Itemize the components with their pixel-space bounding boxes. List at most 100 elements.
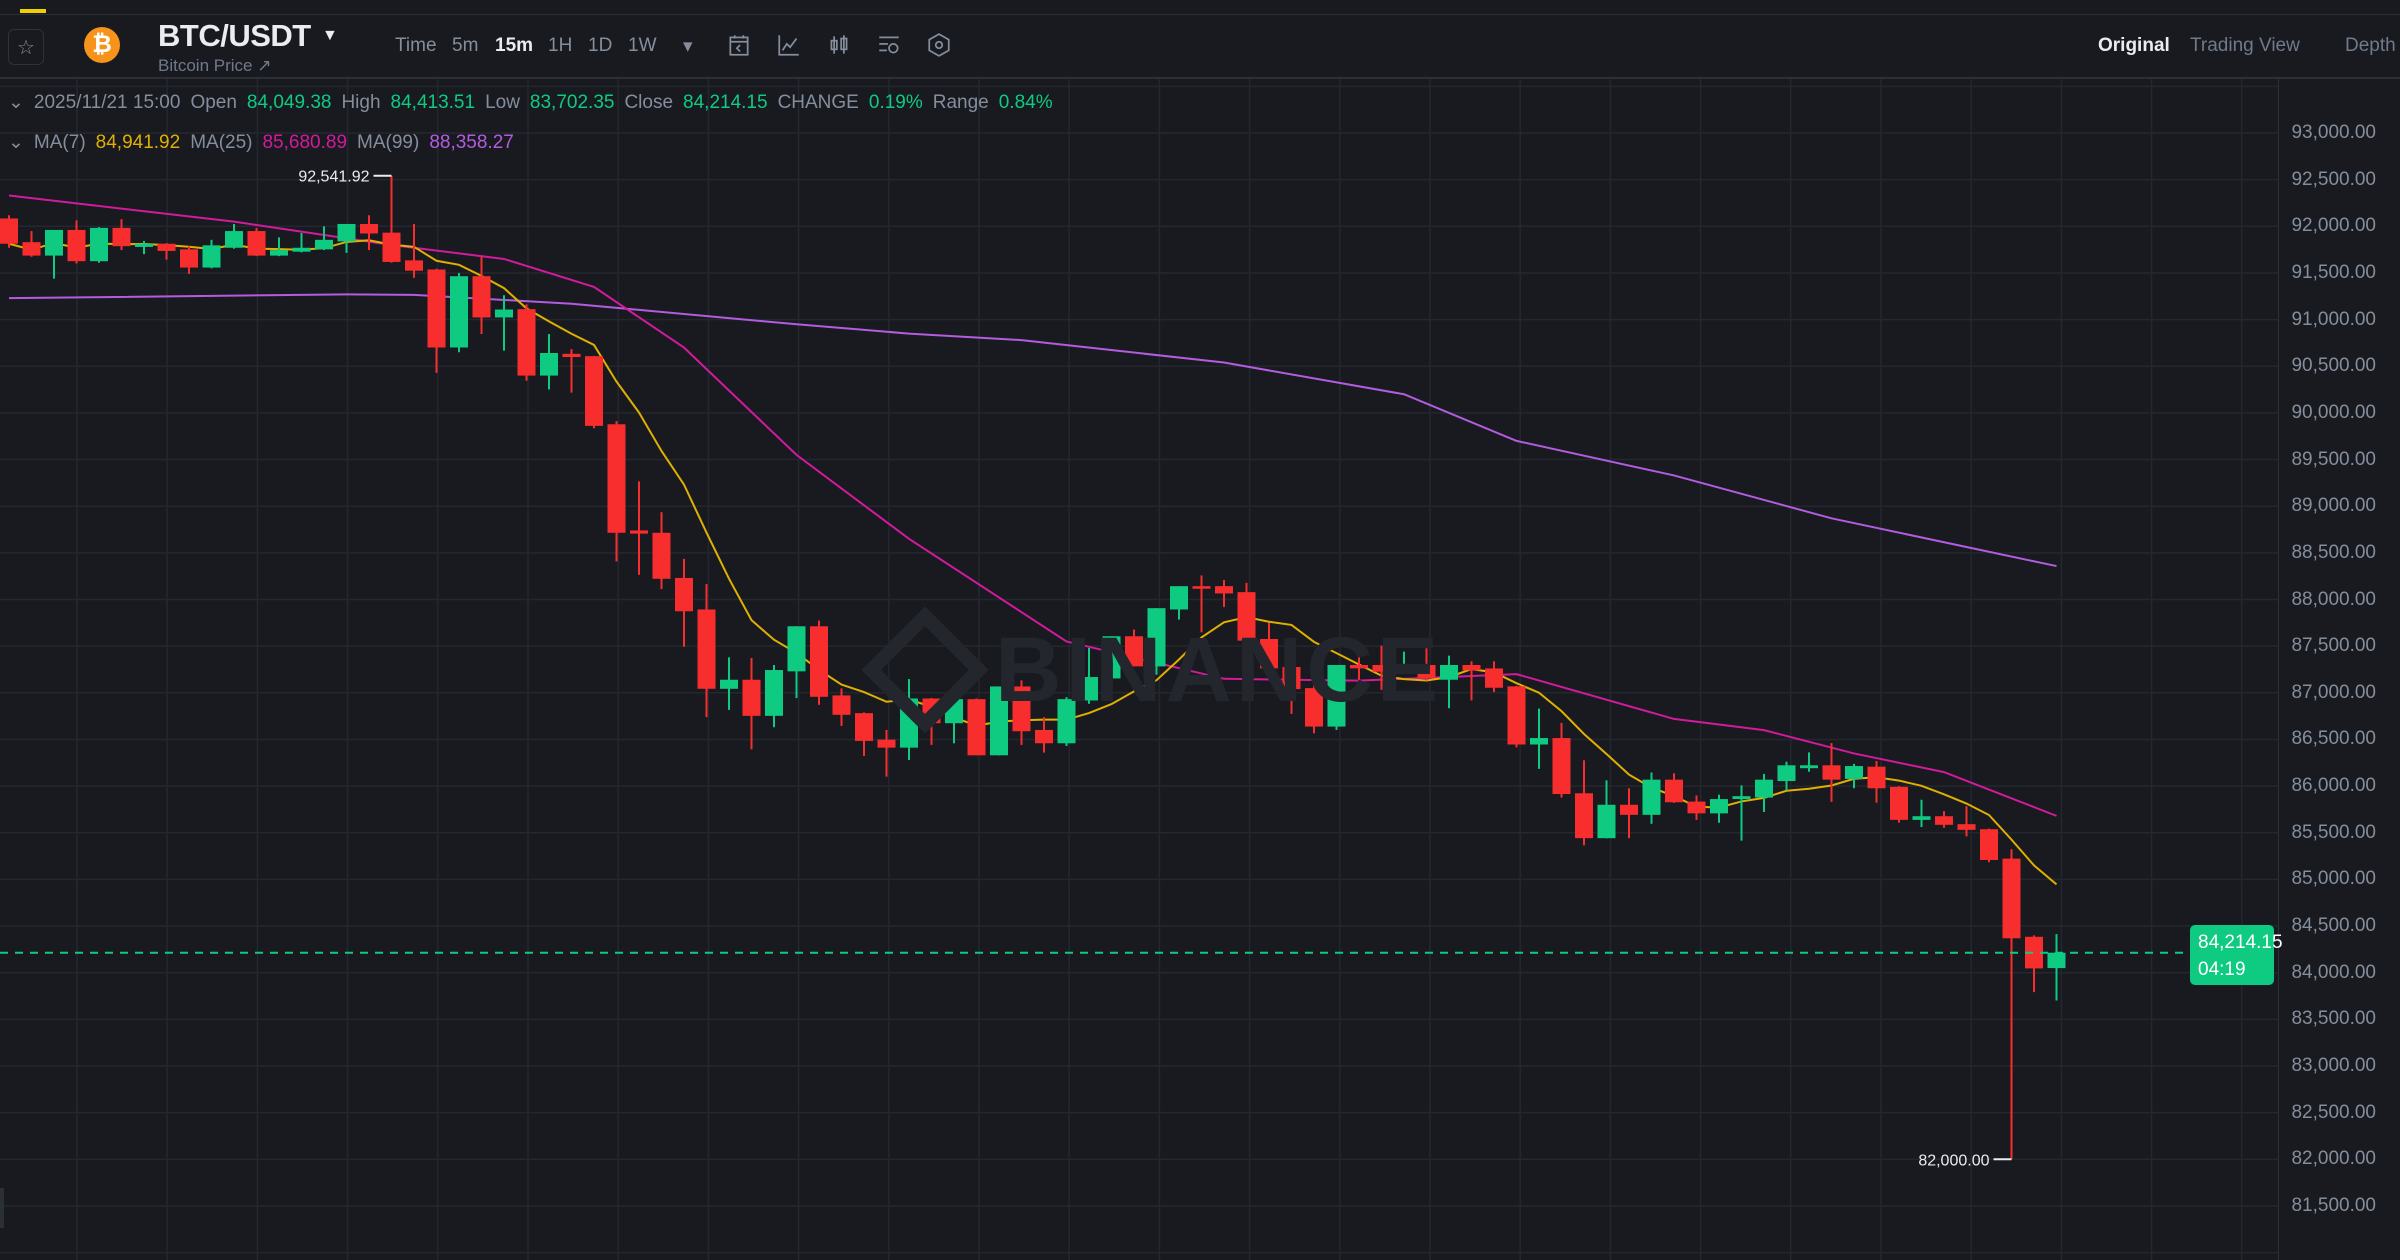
timeframe-5m[interactable]: 5m	[452, 35, 479, 56]
candle-down	[1192, 586, 1211, 589]
ma25-label: MA(25)	[190, 132, 253, 153]
price-axis-tick: 82,000.00	[2291, 1148, 2376, 1170]
candle-down	[810, 626, 828, 697]
candle-up	[1327, 664, 1346, 727]
candle-down	[1575, 793, 1593, 839]
candle-up	[1530, 738, 1548, 745]
candle-down	[1035, 729, 1053, 744]
candle-down	[1417, 664, 1436, 679]
ma7-label: MA(7)	[33, 132, 86, 153]
candle-up	[135, 243, 153, 247]
candle-down	[1935, 816, 1953, 825]
candle-down	[1372, 664, 1391, 672]
price-axis-tick: 88,500.00	[2291, 541, 2376, 563]
indicator-settings-icon[interactable]	[876, 32, 902, 58]
price-axis-tick: 91,500.00	[2291, 261, 2376, 283]
view-trading-view[interactable]: Trading View	[2190, 35, 2300, 56]
candle-up	[1440, 664, 1458, 680]
price-axis-tick: 87,000.00	[2291, 681, 2376, 703]
ma25-value: 85,680.89	[262, 132, 348, 153]
ma-info-bar: ⌄ MA(7) 84,941.92 MA(25) 85,680.89 MA(99) 88,3…	[8, 132, 524, 154]
price-axis-tick: 83,000.00	[2291, 1055, 2376, 1076]
candle-down	[967, 699, 986, 756]
price-axis-tick: 85,500.00	[2291, 821, 2376, 843]
low-value: 83,702.35	[529, 92, 615, 113]
scroll-handle[interactable]	[0, 1188, 4, 1228]
ohlc-collapse-icon[interactable]: ⌄	[8, 92, 24, 113]
candle-down	[1980, 829, 1998, 860]
settings-hex-icon[interactable]	[926, 32, 952, 58]
candle-up	[337, 223, 356, 242]
candle-up	[1597, 804, 1616, 839]
candle-up	[225, 231, 243, 248]
candle-down	[427, 269, 446, 348]
view-depth[interactable]: Depth	[2345, 35, 2396, 56]
timeframe-1d[interactable]: 1D	[588, 35, 613, 56]
candle-down	[877, 739, 896, 748]
price-axis-tick: 89,000.00	[2291, 495, 2376, 517]
candle-down	[1867, 766, 1886, 789]
candle-down	[1125, 636, 1143, 667]
candle-down	[742, 679, 761, 716]
view-original[interactable]: Original	[2098, 35, 2170, 56]
price-axis-tick: 87,500.00	[2291, 635, 2376, 657]
candle-up	[2047, 952, 2066, 969]
price-axis-tick: 84,500.00	[2291, 915, 2376, 937]
candle-up	[1642, 779, 1661, 815]
symbol-dropdown-caret-icon[interactable]: ▼	[322, 27, 338, 44]
candle-up	[495, 309, 513, 318]
candle-down	[1957, 824, 1976, 830]
candle-up	[1057, 699, 1076, 744]
timeframe-1h[interactable]: 1H	[548, 35, 573, 56]
candle-down	[247, 231, 266, 256]
candle-up	[1147, 608, 1166, 667]
candle-down	[517, 309, 536, 376]
line-chart-icon[interactable]	[776, 32, 802, 58]
candle-up	[315, 239, 333, 250]
change-label: CHANGE	[777, 92, 859, 113]
candle-down	[607, 424, 626, 533]
candle-down	[1260, 638, 1278, 669]
timeframe-15m[interactable]: 15m	[495, 35, 534, 56]
symbol-selector[interactable]: BTC/USDT	[158, 18, 311, 53]
price-axis-tick: 92,000.00	[2291, 215, 2376, 237]
favorite-star-icon[interactable]: ☆	[8, 29, 44, 65]
more-timeframes-caret-icon[interactable]: ▾	[683, 36, 693, 57]
candle-down	[1687, 801, 1706, 814]
high-label: High	[341, 92, 381, 113]
close-value: 84,214.15	[683, 92, 768, 113]
price-axis-tick: 83,500.00	[2291, 1008, 2376, 1030]
candle-down	[2025, 936, 2043, 969]
bitcoin-price-link[interactable]: Bitcoin Price ↗	[158, 56, 272, 75]
ma7-line	[8, 239, 2058, 886]
top-divider	[0, 14, 2400, 15]
candlestick-chart[interactable]: 92,541.92 82,000.00	[0, 79, 2400, 1260]
ma99-line	[8, 293, 2057, 568]
candle-down	[1282, 667, 1301, 690]
candle-up	[1777, 765, 1796, 782]
price-axis-tick: 88,000.00	[2291, 588, 2376, 610]
timeframe-time[interactable]: Time	[395, 35, 437, 56]
candle-down	[112, 227, 131, 247]
ma-collapse-icon[interactable]: ⌄	[8, 132, 24, 153]
candle-down	[2002, 858, 2021, 939]
candle-down	[1215, 586, 1233, 594]
candle-down	[585, 356, 603, 426]
candle-up	[292, 247, 311, 252]
last-price-value: 84,214.15	[2198, 932, 2283, 953]
candle-down	[180, 249, 198, 268]
candle-down	[1462, 664, 1481, 671]
candle-down	[1350, 664, 1368, 669]
timeframe-1w[interactable]: 1W	[628, 35, 657, 56]
range-value: 0.84%	[998, 92, 1053, 113]
calendar-icon[interactable]	[726, 32, 752, 58]
candle-up	[720, 679, 738, 689]
candle-down	[697, 609, 716, 689]
candle-down	[22, 242, 41, 256]
open-value: 84,049.38	[246, 92, 332, 113]
candlestick-icon[interactable]	[826, 32, 852, 58]
candle-up	[1755, 779, 1773, 798]
candle-up	[45, 229, 63, 256]
binance-watermark: BINANCE	[995, 619, 1443, 721]
price-axis-tick: 81,500.00	[2291, 1194, 2376, 1216]
